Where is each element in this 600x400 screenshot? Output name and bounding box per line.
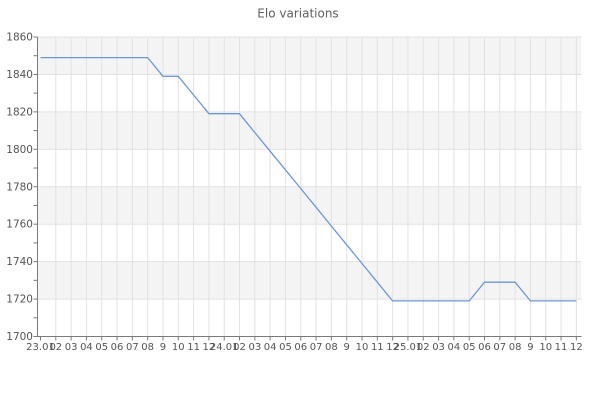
x-tick-label: 12 (203, 342, 216, 353)
plot-area: 1700 1720 1740 1760 1780 1800 1820 1840 1860 23.0… (6, 32, 582, 354)
band (37, 111, 582, 150)
x-tick-label: 08 (141, 342, 154, 353)
x-tick-label: 11 (555, 342, 568, 353)
x-tick-label: 04 (264, 342, 277, 353)
x-tick-label: 05 (279, 342, 292, 353)
y-tick-label: 1840 (6, 69, 33, 81)
x-tick-label: 12 (386, 342, 399, 353)
y-tick-label: 1700 (6, 331, 33, 343)
x-tick-label: 10 (356, 342, 369, 353)
x-tick-label: 08 (509, 342, 522, 353)
y-tick-label: 1820 (6, 106, 33, 118)
x-tick-label: 07 (126, 342, 139, 353)
x-tick-label: 11 (187, 342, 200, 353)
y-tick-label: 1860 (6, 32, 33, 44)
x-tick-label: 04 (448, 342, 461, 353)
y-tick-label: 1800 (6, 144, 33, 156)
x-tick-label: 12 (570, 342, 583, 353)
elo-series-line (40, 56, 577, 302)
x-tick-label: 05 (463, 342, 476, 353)
x-tick-label: 25.01 (394, 342, 423, 353)
x-tick-label: 07 (310, 342, 323, 353)
x-tick-label: 24.01 (210, 342, 239, 353)
chart-title: Elo variations (257, 7, 338, 21)
x-tick-label: 06 (294, 342, 307, 353)
band (37, 261, 582, 300)
x-tick-label: 02 (49, 342, 62, 353)
band (37, 186, 582, 225)
x-tick-label: 08 (325, 342, 338, 353)
x-tick-label: 23.01 (26, 342, 55, 353)
x-tick-label: 03 (65, 342, 78, 353)
x-tick-label: 9 (527, 342, 533, 353)
y-tick-label: 1780 (6, 181, 33, 193)
x-tick-label: 9 (160, 342, 166, 353)
x-tick-label: 03 (432, 342, 445, 353)
x-tick-label: 02 (417, 342, 430, 353)
y-tick-label: 1740 (6, 256, 33, 268)
x-tick-label: 06 (111, 342, 124, 353)
x-tick-label: 05 (95, 342, 108, 353)
x-tick-label: 10 (172, 342, 185, 353)
x-tick-label: 11 (371, 342, 384, 353)
band (37, 37, 582, 75)
x-tick-label: 03 (248, 342, 261, 353)
x-tick-label: 02 (233, 342, 246, 353)
y-tick-label: 1760 (6, 219, 33, 231)
x-tick-label: 06 (478, 342, 491, 353)
x-tick-label: 04 (80, 342, 93, 353)
y-tick-label: 1720 (6, 294, 33, 306)
x-tick-label: 10 (539, 342, 552, 353)
x-tick-label: 07 (493, 342, 506, 353)
x-tick-label: 9 (344, 342, 350, 353)
